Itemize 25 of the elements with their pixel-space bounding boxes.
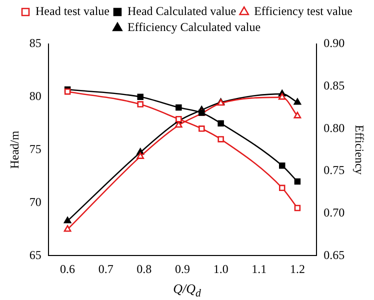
y2-tick-label: 0.85 [324, 78, 345, 92]
legend-label: Efficiency test value [254, 4, 352, 18]
legend-label: Efficiency Calculated value [127, 20, 261, 34]
y-axis-title: Head/m [7, 130, 22, 169]
x-tick-label: 0.7 [98, 262, 114, 276]
x-tick-label: 1.0 [213, 262, 228, 276]
y-tick-label: 75 [29, 142, 42, 156]
y2-axis-title: Efficiency [352, 124, 367, 175]
y-tick-label: 80 [29, 89, 42, 104]
y2-tick-label: 0.65 [324, 248, 345, 262]
y2-tick-label: 0.75 [324, 163, 345, 178]
y2-tick-label: 0.90 [324, 36, 345, 50]
legend-label: Head Calculated value [127, 4, 236, 18]
y-tick-label: 70 [29, 194, 42, 209]
y-tick-label: 65 [29, 248, 42, 262]
x-tick-label: 0.8 [136, 262, 152, 276]
x-tick-label: 0.6 [60, 262, 76, 276]
y-tick-label: 85 [29, 36, 42, 50]
x-tick-label: 0.9 [175, 262, 190, 276]
y2-tick-label: 0.70 [324, 205, 345, 220]
x-tick-label: 1.2 [290, 262, 305, 276]
y2-tick-label: 0.80 [324, 120, 345, 135]
x-axis-title: Q/Q$_{d}$ [172, 280, 202, 300]
legend-label: Head test value [36, 4, 110, 18]
x-tick-label: 1.1 [252, 262, 267, 276]
